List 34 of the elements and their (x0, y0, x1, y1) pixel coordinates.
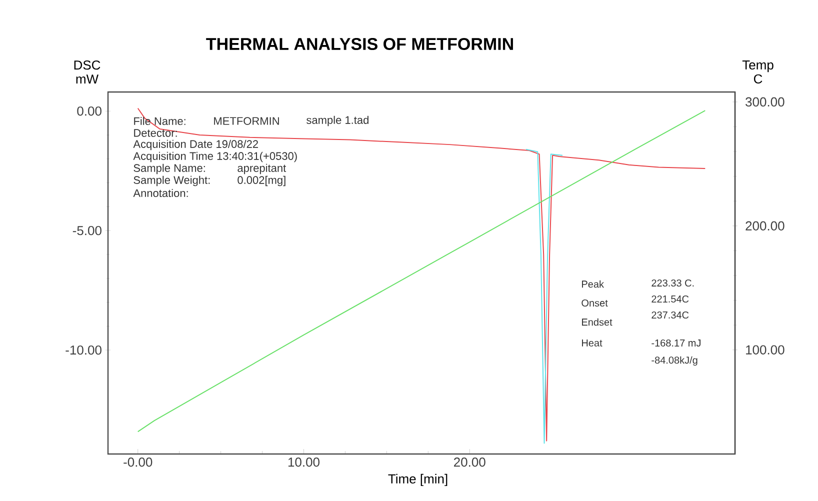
annotation: Acquisition Time 13:40:31(+0530) (133, 152, 297, 162)
annotation: -168.17 mJ (652, 339, 700, 347)
annotation: Onset (582, 299, 608, 307)
annotation: Heat (582, 340, 602, 346)
line-series (526, 148, 563, 444)
y2-tick-label: 200.00 (746, 221, 784, 230)
annotation: Endset (582, 318, 612, 326)
annotation: Peak (582, 280, 604, 288)
y-tick-label: -10.00 (66, 345, 102, 355)
chart-title: THERMAL ANALYSIS OF METFORMIN (206, 38, 513, 50)
annotation: aprepitant (238, 164, 286, 174)
y2-axis-title: Temp C (742, 60, 774, 84)
x-axis-title: Time [min] (388, 474, 448, 486)
annotation: Acquisition Date 19/08/22 (133, 140, 258, 150)
annotation: sample 1.tad (306, 116, 368, 126)
annotation: Sample Weight: (134, 176, 210, 186)
annotation: Detector: (134, 129, 177, 137)
y-tick-label: 0.00 (77, 106, 102, 116)
annotation: Annotation: (133, 188, 188, 198)
x-tick-label: -0.00 (124, 458, 152, 467)
y2-tick-label: 300.00 (746, 97, 784, 107)
annotation: 223.33 C. (652, 279, 694, 287)
annotation: File Name: (134, 116, 186, 126)
y2-tick-label: 100.00 (746, 345, 784, 354)
annotation: METFORMIN (214, 117, 279, 125)
y-axis-title: DSC mW (74, 60, 100, 84)
y-tick-label: -5.00 (72, 226, 102, 236)
annotation: 221.54C (652, 295, 689, 303)
x-tick-label: 10.00 (288, 458, 320, 467)
x-tick-label: 20.00 (454, 458, 486, 467)
annotation: Sample Name: (134, 164, 205, 174)
annotation: 0.002[mg] (238, 176, 286, 186)
annotation: 237.34C (652, 311, 689, 319)
annotation: -84.08kJ/g (652, 356, 698, 366)
